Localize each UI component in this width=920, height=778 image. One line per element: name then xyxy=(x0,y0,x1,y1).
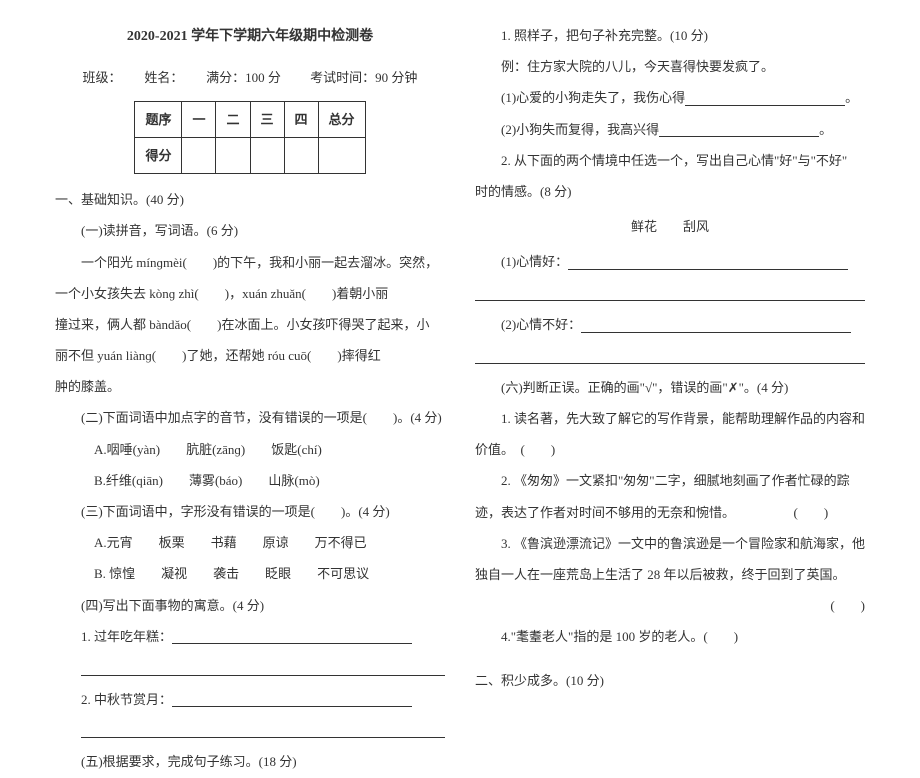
full-label: 满分： xyxy=(206,70,245,85)
text: (2)小狗失而复得，我高兴得 xyxy=(501,122,659,137)
text: (1)心爱的小狗走失了，我伤心得 xyxy=(501,90,685,105)
table-row: 得分 xyxy=(135,137,365,173)
judge-2b: 迹，表达了作者对时间不够用的无奈和惋惜。 ( ) xyxy=(475,497,865,528)
td-blank xyxy=(284,137,318,173)
judge-1a: 1. 读名著，先大致了解它的写作背景，能帮助理解作品的内容和 xyxy=(475,403,865,434)
text: )了她，还帮她 róu cuō( xyxy=(182,348,311,363)
text: )在冰面上。小女孩吓得哭了起来，小 xyxy=(217,317,429,332)
blank-line xyxy=(659,124,819,137)
blank-line xyxy=(568,257,848,270)
pinyin-line: 一个小女孩失去 kònɡ zhì( )，xuán zhuǎn( )着朝小丽 xyxy=(55,278,445,309)
th-2: 二 xyxy=(216,101,250,137)
blank-line xyxy=(81,660,445,676)
mood-good: (1)心情好： xyxy=(475,246,865,277)
q1-1: (一)读拼音，写词语。(6 分) xyxy=(55,215,445,246)
q5-1-1: (1)心爱的小狗走失了，我伤心得 。 xyxy=(475,82,865,113)
q5-1: 1. 照样子，把句子补充完整。(10 分) xyxy=(475,20,865,51)
exam-info: 班级： 姓名： 满分：100 分 考试时间：90 分钟 xyxy=(55,62,445,93)
blank-line xyxy=(581,320,851,333)
judge-3a: 3. 《鲁滨逊漂流记》一文中的鲁滨逊是一个冒险家和航海家，他 xyxy=(475,528,865,559)
judge-2a: 2. 《匆匆》一文紧扣"匆匆"二字，细腻地刻画了作者忙碌的踪 xyxy=(475,465,865,496)
blank-line xyxy=(81,723,445,739)
period: 。 xyxy=(819,122,832,137)
label-bad: (2)心情不好： xyxy=(501,317,581,332)
th-order: 题序 xyxy=(135,101,182,137)
pinyin-line: 丽不但 yuán liànɡ( )了她，还帮她 róu cuō( )摔得红 xyxy=(55,340,445,371)
exam-title: 2020-2021 学年下学期六年级期中检测卷 xyxy=(55,20,445,54)
q5-2b: 时的情感。(8 分) xyxy=(475,176,865,207)
text: )摔得红 xyxy=(337,348,380,363)
q5-2a: 2. 从下面的两个情境中任选一个，写出自己心情"好"与"不好" xyxy=(475,145,865,176)
td-blank xyxy=(318,137,365,173)
label-q4-2: 2. 中秋节赏月： xyxy=(81,692,172,707)
blank-line xyxy=(172,694,412,707)
q1-3: (三)下面词语中，字形没有错误的一项是( )。(4 分) xyxy=(55,496,445,527)
blank-line xyxy=(475,286,865,302)
time-value: 90 分钟 xyxy=(375,70,417,85)
option-a: A.咽唾(yàn) 肮脏(zānɡ) 饭匙(chí) xyxy=(94,434,445,465)
td-score-label: 得分 xyxy=(135,137,182,173)
section-2-heading: 二、积少成多。(10 分) xyxy=(475,665,865,696)
text: 丽不但 yuán liànɡ( xyxy=(55,348,156,363)
th-4: 四 xyxy=(284,101,318,137)
td-blank xyxy=(250,137,284,173)
q1-6: (六)判断正误。正确的画"√"，错误的画"✗"。(4 分) xyxy=(475,372,865,403)
label-good: (1)心情好： xyxy=(501,254,568,269)
text: )着朝小丽 xyxy=(332,286,388,301)
q1-2: (二)下面词语中加点字的音节，没有错误的一项是( )。(4 分) xyxy=(55,402,445,433)
score-table: 题序 一 二 三 四 总分 得分 xyxy=(134,101,365,174)
q4-1: 1. 过年吃年糕： xyxy=(55,621,445,652)
th-3: 三 xyxy=(250,101,284,137)
pinyin-line: 肿的膝盖。 xyxy=(55,371,445,402)
th-total: 总分 xyxy=(318,101,365,137)
text: )，xuán zhuǎn( xyxy=(225,286,306,301)
td-blank xyxy=(216,137,250,173)
blank-line xyxy=(685,93,845,106)
q5-1-2: (2)小狗失而复得，我高兴得 。 xyxy=(475,114,865,145)
mood-bad: (2)心情不好： xyxy=(475,309,865,340)
blank-line xyxy=(475,348,865,364)
option-3b: B. 惊惶 凝视 袭击 眨眼 不可思议 xyxy=(94,558,445,589)
pinyin-line: 一个阳光 mínɡmèi( )的下午，我和小丽一起去溜冰。突然， xyxy=(55,247,445,278)
label-q4-1: 1. 过年吃年糕： xyxy=(81,629,172,644)
option-b: B.纤维(qiān) 薄雾(báo) 山脉(mò) xyxy=(94,465,445,496)
text: )的下午，我和小丽一起去溜冰。突然， xyxy=(213,255,438,270)
class-label: 班级： xyxy=(83,70,116,85)
example: 例：住方家大院的八儿，今天喜得快要发疯了。 xyxy=(475,51,865,82)
th-1: 一 xyxy=(182,101,216,137)
full-value: 100 分 xyxy=(245,70,281,85)
section-1-heading: 一、基础知识。(40 分) xyxy=(55,184,445,215)
text: 一个小女孩失去 kònɡ zhì( xyxy=(55,286,199,301)
q4-2: 2. 中秋节赏月： xyxy=(55,684,445,715)
context-words: 鲜花 刮风 xyxy=(475,211,865,242)
time-label: 考试时间： xyxy=(310,70,375,85)
name-label: 姓名： xyxy=(144,70,177,85)
q1-5: (五)根据要求，完成句子练习。(18 分) xyxy=(55,746,445,777)
blank-line xyxy=(172,631,412,644)
judge-1b: 价值。 ( ) xyxy=(475,434,865,465)
judge-3b: 独自一人在一座荒岛上生活了 28 年以后被救，终于回到了英国。 xyxy=(475,559,865,590)
q1-4: (四)写出下面事物的寓意。(4 分) xyxy=(55,590,445,621)
period: 。 xyxy=(845,90,858,105)
table-row: 题序 一 二 三 四 总分 xyxy=(135,101,365,137)
text: 撞过来，俩人都 bàndǎo( xyxy=(55,317,191,332)
text: 一个阳光 mínɡmèi( xyxy=(81,255,187,270)
td-blank xyxy=(182,137,216,173)
judge-3c: ( ) xyxy=(475,590,865,621)
pinyin-line: 撞过来，俩人都 bàndǎo( )在冰面上。小女孩吓得哭了起来，小 xyxy=(55,309,445,340)
option-3a: A.元宵 板栗 书藉 原谅 万不得已 xyxy=(94,527,445,558)
